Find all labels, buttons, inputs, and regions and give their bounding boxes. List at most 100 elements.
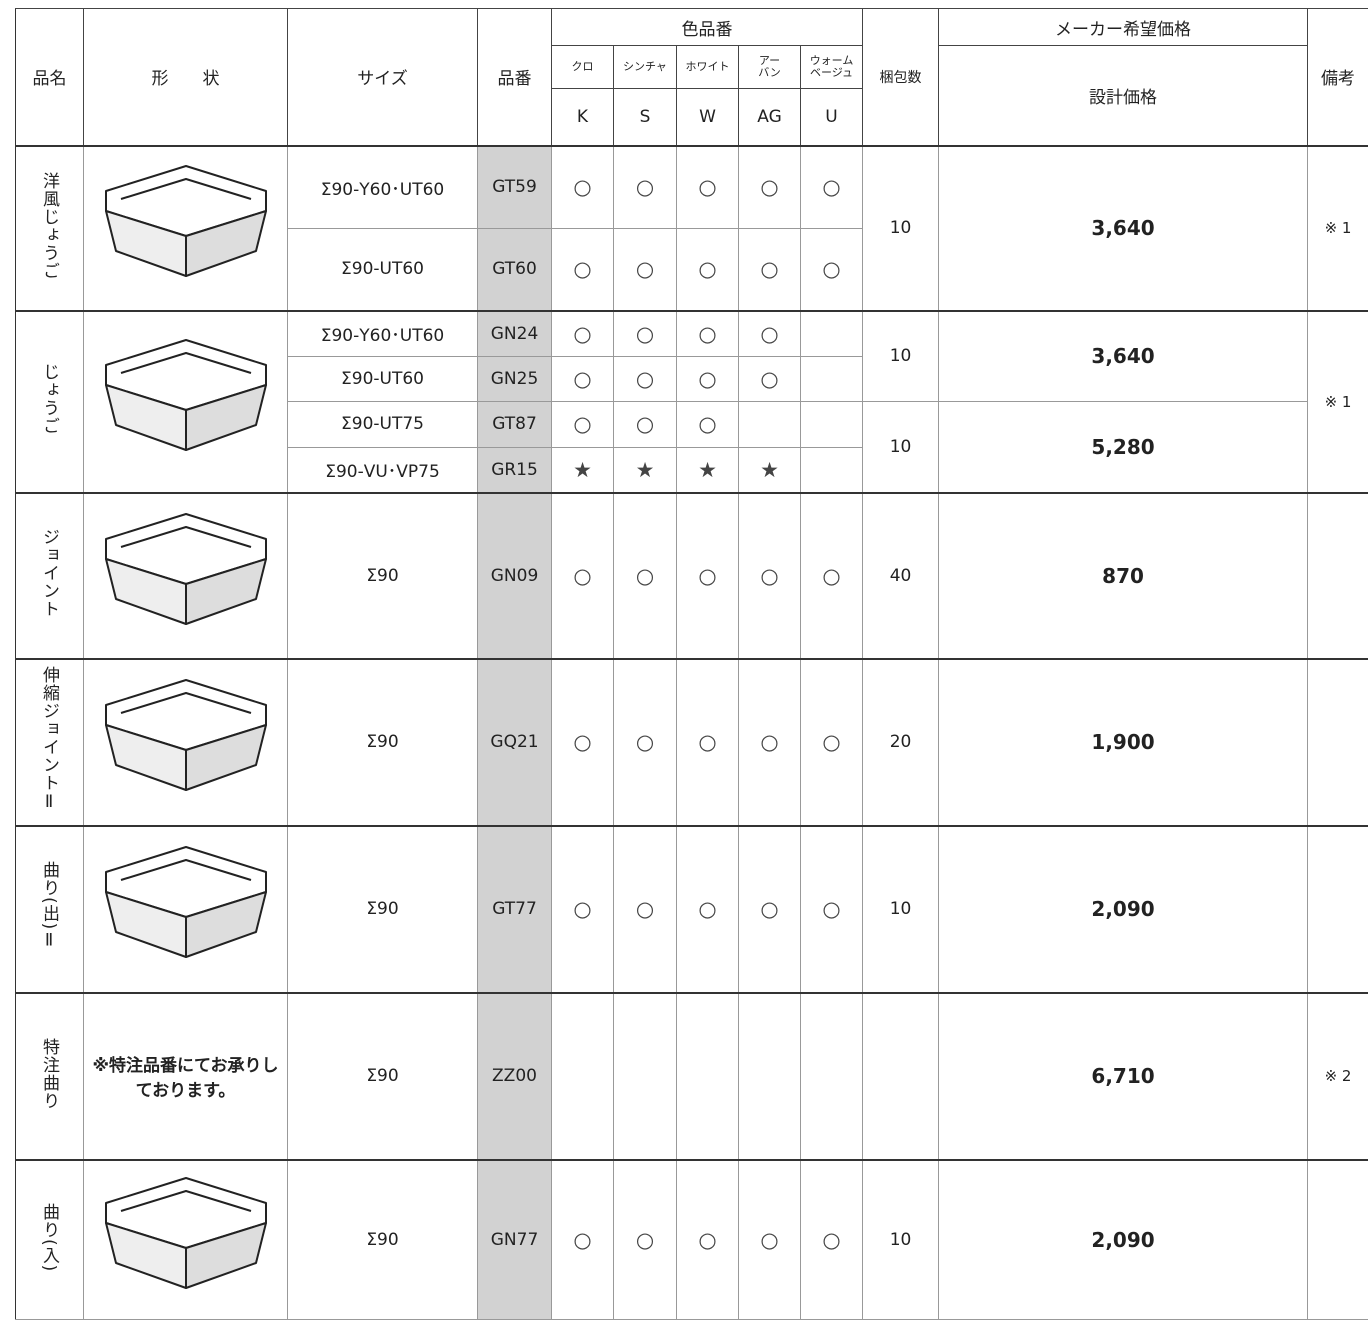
- color-mark: ○: [739, 356, 801, 402]
- part-illustration: [96, 675, 276, 805]
- product-name: 曲り(出)Ⅱ: [37, 861, 62, 951]
- product-code: GR15: [478, 447, 552, 493]
- color-mark: ○: [677, 228, 739, 311]
- header-cell: 設計価格: [939, 46, 1308, 146]
- price: 1,900: [939, 659, 1308, 826]
- note: [1308, 493, 1368, 659]
- pack-count: 10: [863, 311, 939, 402]
- size: Σ90-VU･VP75: [288, 447, 478, 493]
- color-mark: ○: [552, 311, 614, 357]
- color-code: W: [677, 89, 739, 146]
- shape-cell: [84, 146, 288, 311]
- name-cell: 特注曲り: [16, 993, 84, 1160]
- size: Σ90: [288, 826, 478, 993]
- part-illustration: [96, 1173, 276, 1303]
- size: Σ90-UT60: [288, 356, 478, 402]
- color-name: クロ: [552, 46, 614, 89]
- shape-text: ※特注品番にてお承りしております。: [84, 993, 288, 1160]
- color-mark: ○: [614, 311, 677, 357]
- size: Σ90: [288, 493, 478, 659]
- size: Σ90: [288, 1160, 478, 1320]
- color-mark: ○: [552, 826, 614, 993]
- color-mark: ○: [614, 1160, 677, 1320]
- color-code: U: [801, 89, 863, 146]
- color-mark: ○: [614, 826, 677, 993]
- color-mark: ○: [552, 493, 614, 659]
- color-mark: ○: [739, 826, 801, 993]
- price: 6,710: [939, 993, 1308, 1160]
- color-mark: [801, 402, 863, 448]
- color-mark: ○: [677, 493, 739, 659]
- color-mark: ○: [801, 146, 863, 229]
- price: 5,280: [939, 402, 1308, 493]
- header-cell: 品名: [16, 9, 84, 146]
- header-row: 品名 形 状 サイズ 品番 色品番 梱包数 メーカー希望価格 備考: [16, 9, 1368, 46]
- price: 870: [939, 493, 1308, 659]
- color-mark: ○: [739, 146, 801, 229]
- pack-count: 20: [863, 659, 939, 826]
- color-mark: ○: [677, 1160, 739, 1320]
- price: 2,090: [939, 826, 1308, 993]
- pack-count: [863, 993, 939, 1160]
- color-mark: ○: [739, 1160, 801, 1320]
- color-mark: ○: [801, 228, 863, 311]
- name-cell: 伸縮ジョイントⅡ: [16, 659, 84, 826]
- shape-cell: [84, 1160, 288, 1320]
- price: 2,090: [939, 1160, 1308, 1320]
- product-name: 伸縮ジョイントⅡ: [37, 666, 62, 813]
- color-mark: [677, 993, 739, 1160]
- product-code: GT60: [478, 228, 552, 311]
- header-cell: 備考: [1308, 9, 1368, 146]
- product-name: ジョイント: [37, 528, 62, 618]
- color-mark: [614, 993, 677, 1160]
- color-code: S: [614, 89, 677, 146]
- note: ※ 1: [1308, 146, 1368, 311]
- part-illustration: [96, 335, 276, 465]
- product-name: 特注曲り: [37, 1038, 62, 1110]
- note: [1308, 659, 1368, 826]
- color-mark: ○: [739, 659, 801, 826]
- color-mark: ○: [801, 826, 863, 993]
- color-mark: ○: [552, 402, 614, 448]
- size: Σ90: [288, 993, 478, 1160]
- color-mark: ○: [614, 402, 677, 448]
- part-illustration: [96, 161, 276, 291]
- shape-cell: [84, 826, 288, 993]
- note: ※ 2: [1308, 993, 1368, 1160]
- color-name: シンチャ: [614, 46, 677, 89]
- color-mark: ★: [677, 447, 739, 493]
- name-cell: ジョイント: [16, 493, 84, 659]
- header-cell: サイズ: [288, 9, 478, 146]
- color-mark: ★: [552, 447, 614, 493]
- product-code: GN09: [478, 493, 552, 659]
- size: Σ90-UT60: [288, 228, 478, 311]
- size: Σ90-UT75: [288, 402, 478, 448]
- product-name: 洋風じょうご: [37, 172, 62, 280]
- name-cell: じょうご: [16, 311, 84, 493]
- product-code: GT77: [478, 826, 552, 993]
- price: 3,640: [939, 311, 1308, 402]
- shape-cell: [84, 493, 288, 659]
- price: 3,640: [939, 146, 1308, 311]
- color-mark: [801, 356, 863, 402]
- header-cell: 梱包数: [863, 9, 939, 146]
- color-mark: [801, 447, 863, 493]
- color-mark: ○: [552, 146, 614, 229]
- header-cell: 形 状: [84, 9, 288, 146]
- color-name: ウォーム ベージュ: [801, 46, 863, 89]
- color-mark: ○: [801, 659, 863, 826]
- color-mark: ★: [739, 447, 801, 493]
- color-mark: ○: [614, 228, 677, 311]
- color-mark: ○: [552, 659, 614, 826]
- color-mark: ○: [614, 659, 677, 826]
- color-mark: ★: [614, 447, 677, 493]
- color-code: AG: [739, 89, 801, 146]
- size: Σ90-Y60･UT60: [288, 146, 478, 229]
- color-mark: ○: [677, 311, 739, 357]
